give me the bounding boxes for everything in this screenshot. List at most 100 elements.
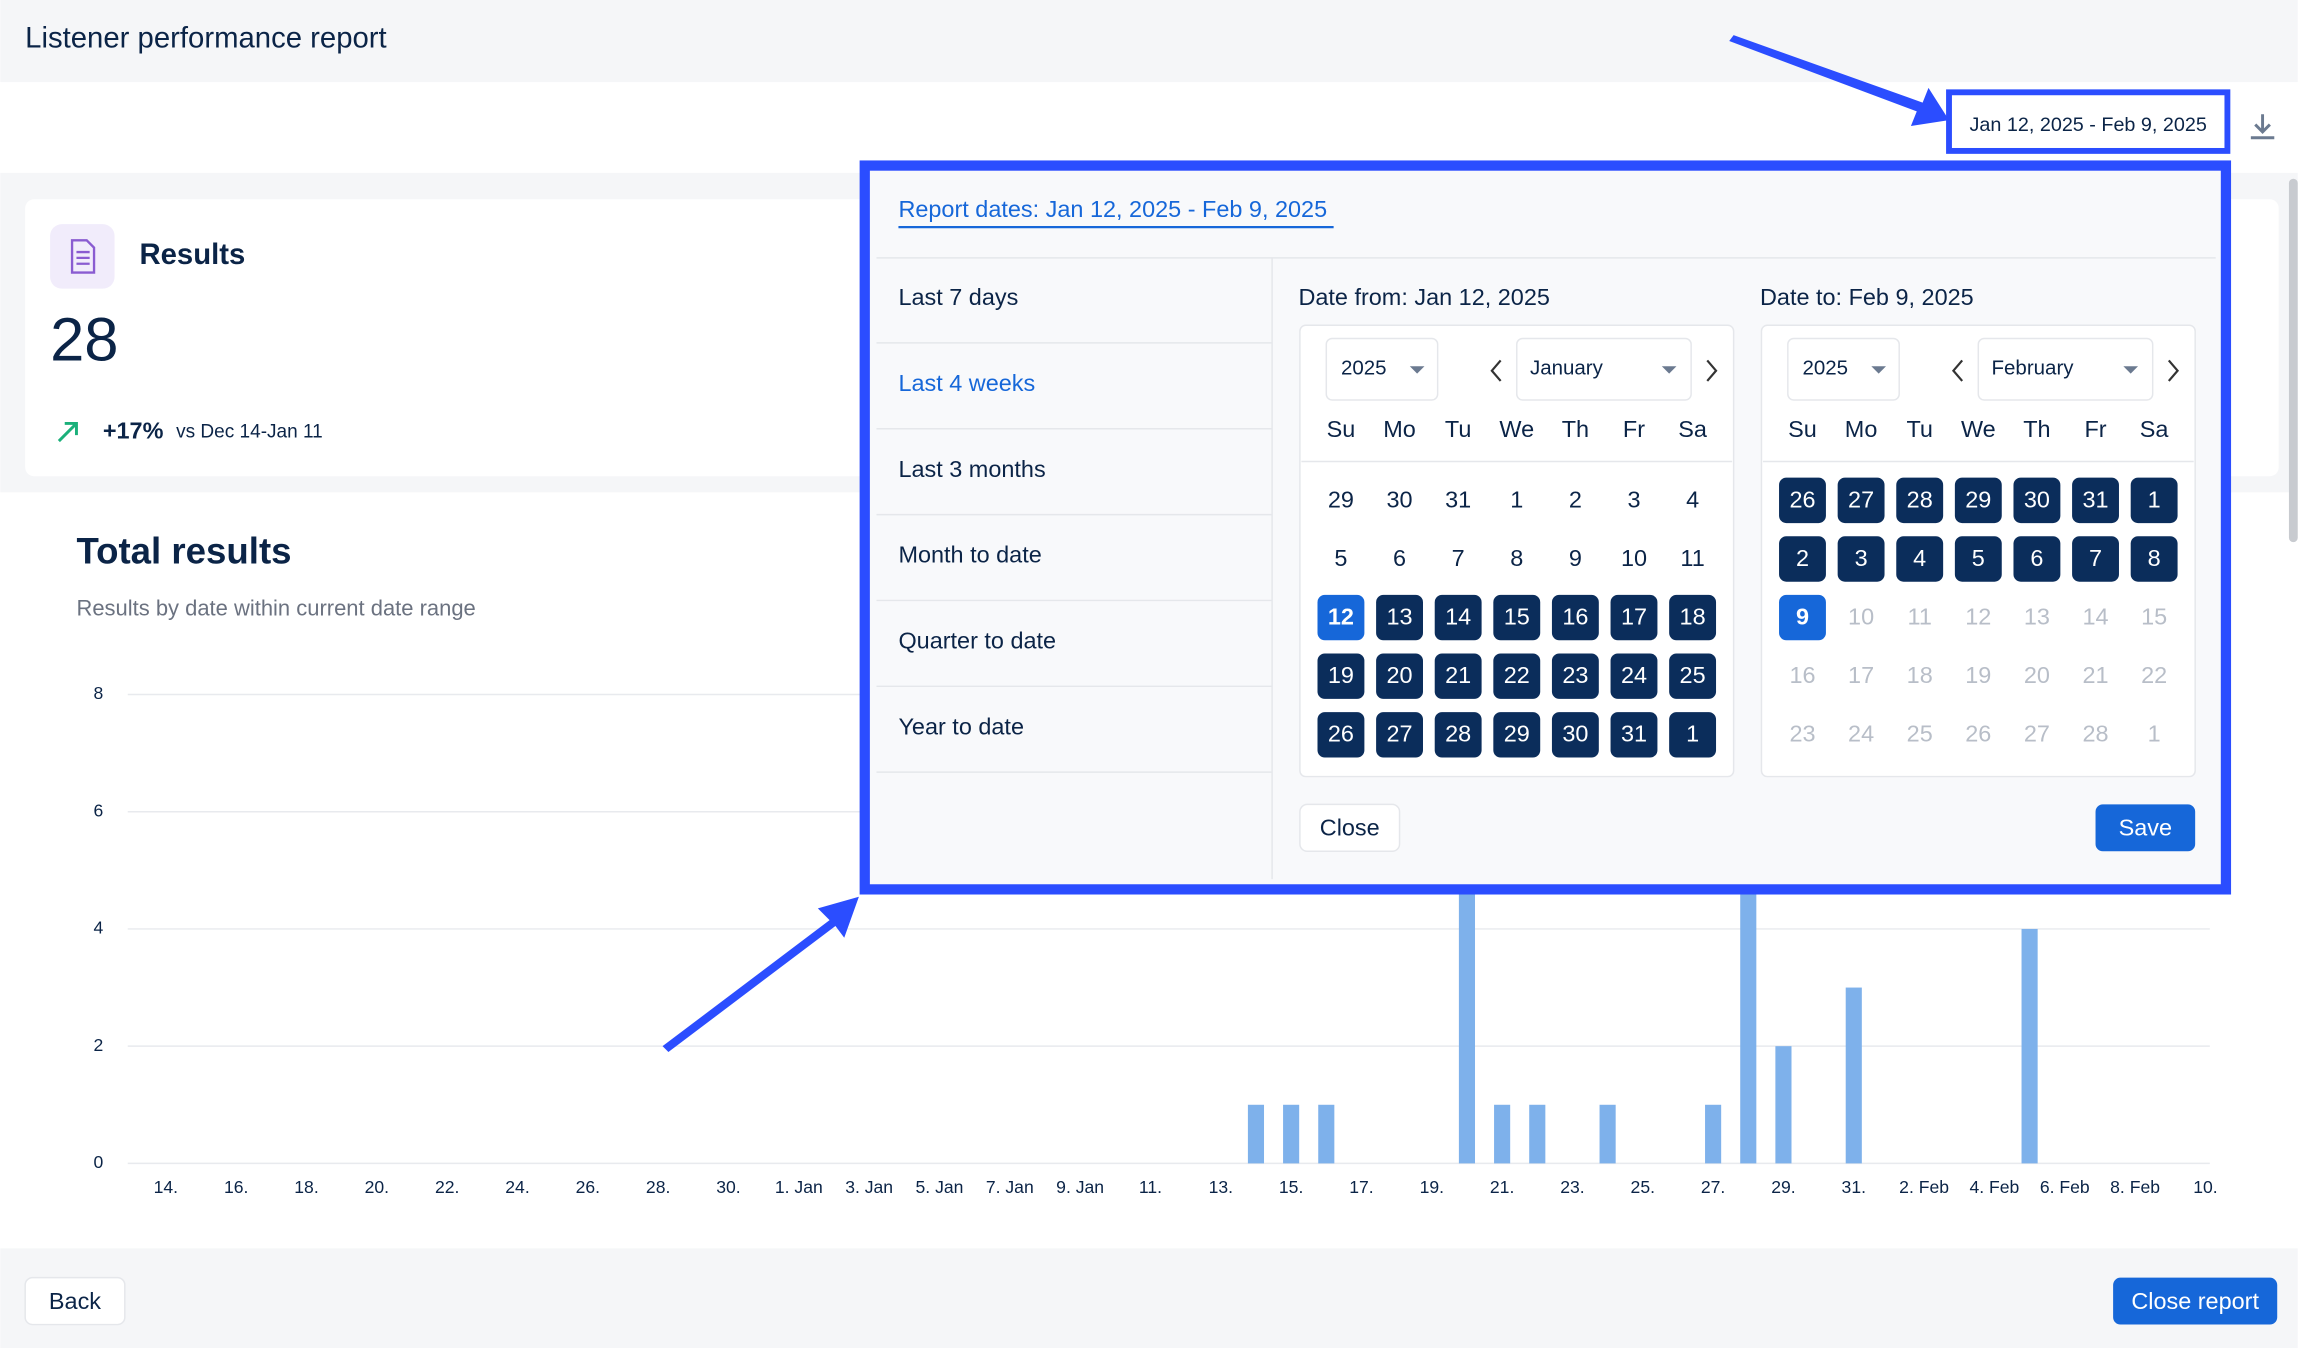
year-value[interactable]: 2025 xyxy=(1341,357,1387,380)
preset-option[interactable]: Year to date xyxy=(898,713,1024,739)
day[interactable]: 26 xyxy=(1328,721,1354,747)
day[interactable]: 3 xyxy=(1627,486,1640,512)
day[interactable]: 2 xyxy=(1569,486,1582,512)
day[interactable]: 11 xyxy=(1680,545,1704,571)
day[interactable]: 1 xyxy=(2148,721,2161,747)
day[interactable]: 16 xyxy=(1562,604,1588,630)
month-select[interactable] xyxy=(1977,337,2154,401)
day[interactable]: 14 xyxy=(2082,604,2108,630)
day[interactable]: 17 xyxy=(1621,604,1647,630)
preset-option[interactable]: Quarter to date xyxy=(898,628,1056,654)
weekday: We xyxy=(1961,416,1996,442)
day[interactable]: 30 xyxy=(1562,721,1588,747)
month-value[interactable]: January xyxy=(1530,357,1604,380)
month-select[interactable] xyxy=(1516,337,1692,401)
close-label[interactable]: Close xyxy=(1320,815,1380,841)
year-select[interactable] xyxy=(1787,337,1900,401)
day[interactable]: 9 xyxy=(1796,604,1809,630)
day[interactable]: 9 xyxy=(1569,545,1582,571)
day[interactable]: 26 xyxy=(1965,721,1991,747)
year-select[interactable] xyxy=(1325,337,1439,401)
close-report-button[interactable] xyxy=(2113,1277,2278,1325)
day[interactable]: 29 xyxy=(1965,486,1991,512)
day[interactable]: 10 xyxy=(1621,545,1647,571)
back-label[interactable]: Back xyxy=(49,1288,101,1314)
day[interactable]: 5 xyxy=(1972,545,1985,571)
day[interactable]: 3 xyxy=(1855,545,1868,571)
day[interactable]: 25 xyxy=(1907,721,1933,747)
day[interactable]: 22 xyxy=(2141,662,2167,688)
day[interactable]: 21 xyxy=(2082,662,2108,688)
day[interactable]: 31 xyxy=(1621,721,1647,747)
day[interactable]: 13 xyxy=(2024,604,2050,630)
close-button[interactable] xyxy=(1299,803,1401,853)
day[interactable]: 22 xyxy=(1504,662,1530,688)
day[interactable]: 1 xyxy=(1686,721,1699,747)
save-label[interactable]: Save xyxy=(2119,815,2172,841)
day[interactable]: 26 xyxy=(1789,486,1815,512)
day[interactable]: 21 xyxy=(1445,662,1471,688)
day[interactable]: 31 xyxy=(1445,486,1471,512)
month-value[interactable]: February xyxy=(1992,357,2075,380)
day[interactable]: 25 xyxy=(1680,662,1706,688)
close-report-label[interactable]: Close report xyxy=(2131,1288,2259,1314)
day[interactable]: 8 xyxy=(2148,545,2161,571)
day[interactable]: 12 xyxy=(1328,604,1354,630)
save-button[interactable] xyxy=(2095,804,2196,852)
day[interactable]: 14 xyxy=(1445,604,1471,630)
day[interactable]: 7 xyxy=(2089,545,2102,571)
year-value[interactable]: 2025 xyxy=(1802,357,1848,380)
next-month[interactable] xyxy=(2167,359,2180,382)
day[interactable]: 28 xyxy=(1445,721,1471,747)
day[interactable]: 28 xyxy=(2082,721,2108,747)
prev-month[interactable] xyxy=(1490,359,1502,382)
day[interactable]: 27 xyxy=(2024,721,2050,747)
day[interactable]: 17 xyxy=(1848,662,1874,688)
day[interactable]: 1 xyxy=(2148,486,2161,512)
day[interactable]: 23 xyxy=(1789,721,1815,747)
day[interactable]: 4 xyxy=(1686,486,1699,512)
day[interactable]: 18 xyxy=(1907,662,1933,688)
day[interactable]: 5 xyxy=(1334,545,1347,571)
day[interactable]: 16 xyxy=(1789,662,1815,688)
day[interactable]: 27 xyxy=(1387,721,1413,747)
preset-option[interactable]: Month to date xyxy=(898,542,1041,568)
day[interactable]: 29 xyxy=(1504,721,1530,747)
prev-month[interactable] xyxy=(1951,359,1964,382)
day[interactable]: 19 xyxy=(1965,662,1991,688)
day[interactable]: 15 xyxy=(2141,604,2167,630)
day[interactable]: 8 xyxy=(1510,545,1523,571)
day[interactable]: 30 xyxy=(1387,486,1413,512)
day[interactable]: 4 xyxy=(1913,545,1926,571)
x-tick-label: 7. Jan xyxy=(986,1177,1034,1197)
next-month[interactable] xyxy=(1706,359,1718,382)
day[interactable]: 6 xyxy=(2030,545,2043,571)
day[interactable]: 2 xyxy=(1796,545,1809,571)
back-button[interactable] xyxy=(24,1276,126,1326)
day[interactable]: 28 xyxy=(1907,486,1933,512)
day[interactable]: 19 xyxy=(1328,662,1354,688)
day[interactable]: 6 xyxy=(1393,545,1406,571)
date-range-button[interactable]: Jan 12, 2025 - Feb 9, 2025 xyxy=(1970,114,2207,136)
day[interactable]: 20 xyxy=(2024,662,2050,688)
preset-option[interactable]: Last 3 months xyxy=(898,456,1045,482)
day[interactable]: 31 xyxy=(2082,486,2108,512)
day[interactable]: 18 xyxy=(1680,604,1706,630)
day[interactable]: 12 xyxy=(1965,604,1991,630)
day[interactable]: 20 xyxy=(1387,662,1413,688)
day[interactable]: 1 xyxy=(1510,486,1523,512)
day[interactable]: 15 xyxy=(1504,604,1530,630)
day[interactable]: 11 xyxy=(1908,604,1932,630)
download-icon[interactable] xyxy=(2250,114,2275,140)
day[interactable]: 30 xyxy=(2024,486,2050,512)
day[interactable]: 10 xyxy=(1848,604,1874,630)
day[interactable]: 23 xyxy=(1562,662,1588,688)
day[interactable]: 27 xyxy=(1848,486,1874,512)
day[interactable]: 13 xyxy=(1387,604,1413,630)
preset-option[interactable]: Last 4 weeks xyxy=(898,370,1035,396)
day[interactable]: 24 xyxy=(1621,662,1647,688)
day[interactable]: 24 xyxy=(1848,721,1874,747)
day[interactable]: 7 xyxy=(1452,545,1465,571)
preset-option[interactable]: Last 7 days xyxy=(898,284,1018,310)
day[interactable]: 29 xyxy=(1328,486,1354,512)
